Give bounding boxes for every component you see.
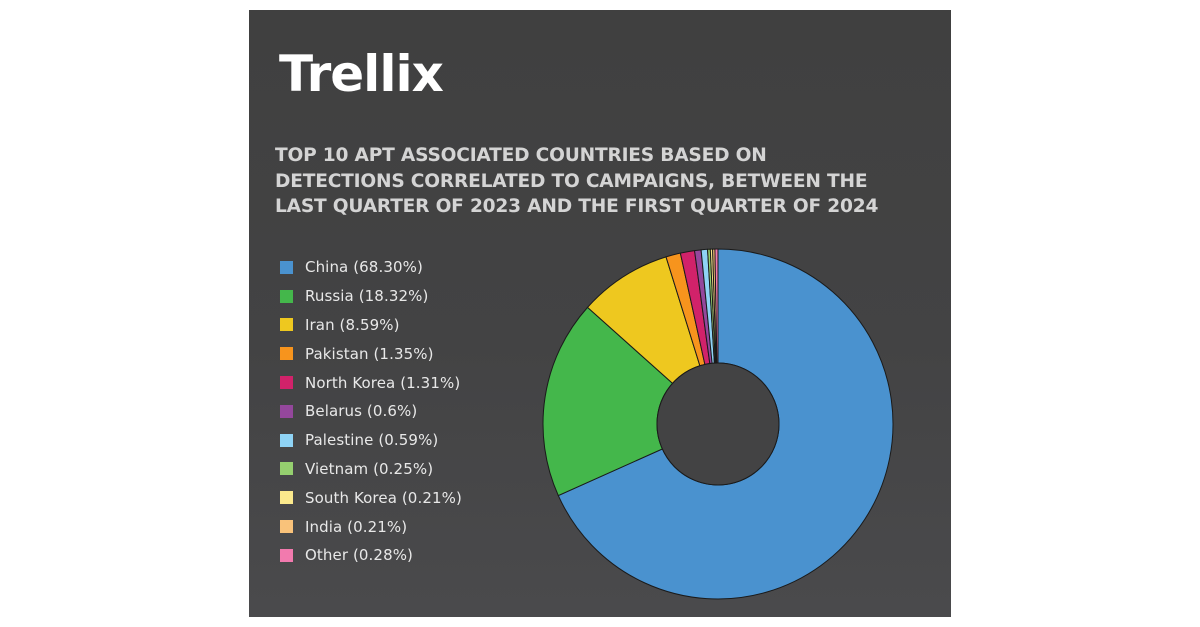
legend-swatch — [280, 376, 293, 390]
infographic-panel: Trellix TOP 10 APT ASSOCIATED COUNTRIES … — [249, 10, 951, 617]
legend-item-pakistan: Pakistan (1.35%) — [280, 339, 462, 368]
title-line-1: TOP 10 APT ASSOCIATED COUNTRIES BASED ON — [275, 145, 767, 166]
legend-swatch — [280, 491, 293, 505]
legend-item-india: India (0.21%) — [280, 512, 462, 541]
donut-hole — [656, 362, 780, 486]
legend-item-palestine: Palestine (0.59%) — [280, 426, 462, 455]
legend-label: Belarus (0.6%) — [305, 402, 418, 421]
legend-swatch — [280, 548, 293, 562]
legend-swatch — [280, 318, 293, 332]
legend-swatch — [280, 462, 293, 476]
legend-item-iran: Iran (8.59%) — [280, 311, 462, 340]
legend-item-vietnam: Vietnam (0.25%) — [280, 455, 462, 484]
legend-swatch — [280, 260, 293, 274]
legend-label: Other (0.28%) — [305, 546, 414, 565]
title-line-2: DETECTIONS CORRELATED TO CAMPAIGNS, BETW… — [275, 170, 868, 192]
chart-title: TOP 10 APT ASSOCIATED COUNTRIES BASED ON… — [275, 143, 935, 220]
legend-label: South Korea (0.21%) — [305, 488, 462, 507]
legend-label: North Korea (1.31%) — [305, 373, 461, 392]
legend-item-belarus: Belarus (0.6%) — [280, 397, 462, 426]
legend-item-russia: Russia (18.32%) — [280, 282, 462, 311]
trellix-logo: Trellix — [279, 45, 444, 103]
chart-legend: China (68.30%) Russia (18.32%) Iran (8.5… — [280, 253, 462, 570]
legend-item-north-korea: North Korea (1.31%) — [280, 368, 462, 397]
legend-swatch — [280, 520, 293, 534]
legend-swatch — [280, 433, 293, 447]
legend-swatch — [280, 404, 293, 418]
title-line-3: LAST QUARTER OF 2023 AND THE FIRST QUART… — [275, 196, 879, 217]
legend-label: India (0.21%) — [305, 517, 408, 536]
legend-label: Russia (18.32%) — [305, 287, 429, 306]
legend-item-china: China (68.30%) — [280, 253, 462, 282]
legend-label: Pakistan (1.35%) — [305, 344, 434, 363]
legend-label: Vietnam (0.25%) — [305, 459, 434, 478]
legend-swatch — [280, 347, 293, 361]
donut-slices — [542, 248, 894, 600]
legend-label: Iran (8.59%) — [305, 315, 400, 334]
legend-item-other: Other (0.28%) — [280, 541, 462, 570]
legend-swatch — [280, 289, 293, 303]
legend-label: Palestine (0.59%) — [305, 431, 439, 450]
legend-item-south-korea: South Korea (0.21%) — [280, 483, 462, 512]
donut-chart — [542, 248, 894, 600]
legend-label: China (68.30%) — [305, 258, 423, 277]
